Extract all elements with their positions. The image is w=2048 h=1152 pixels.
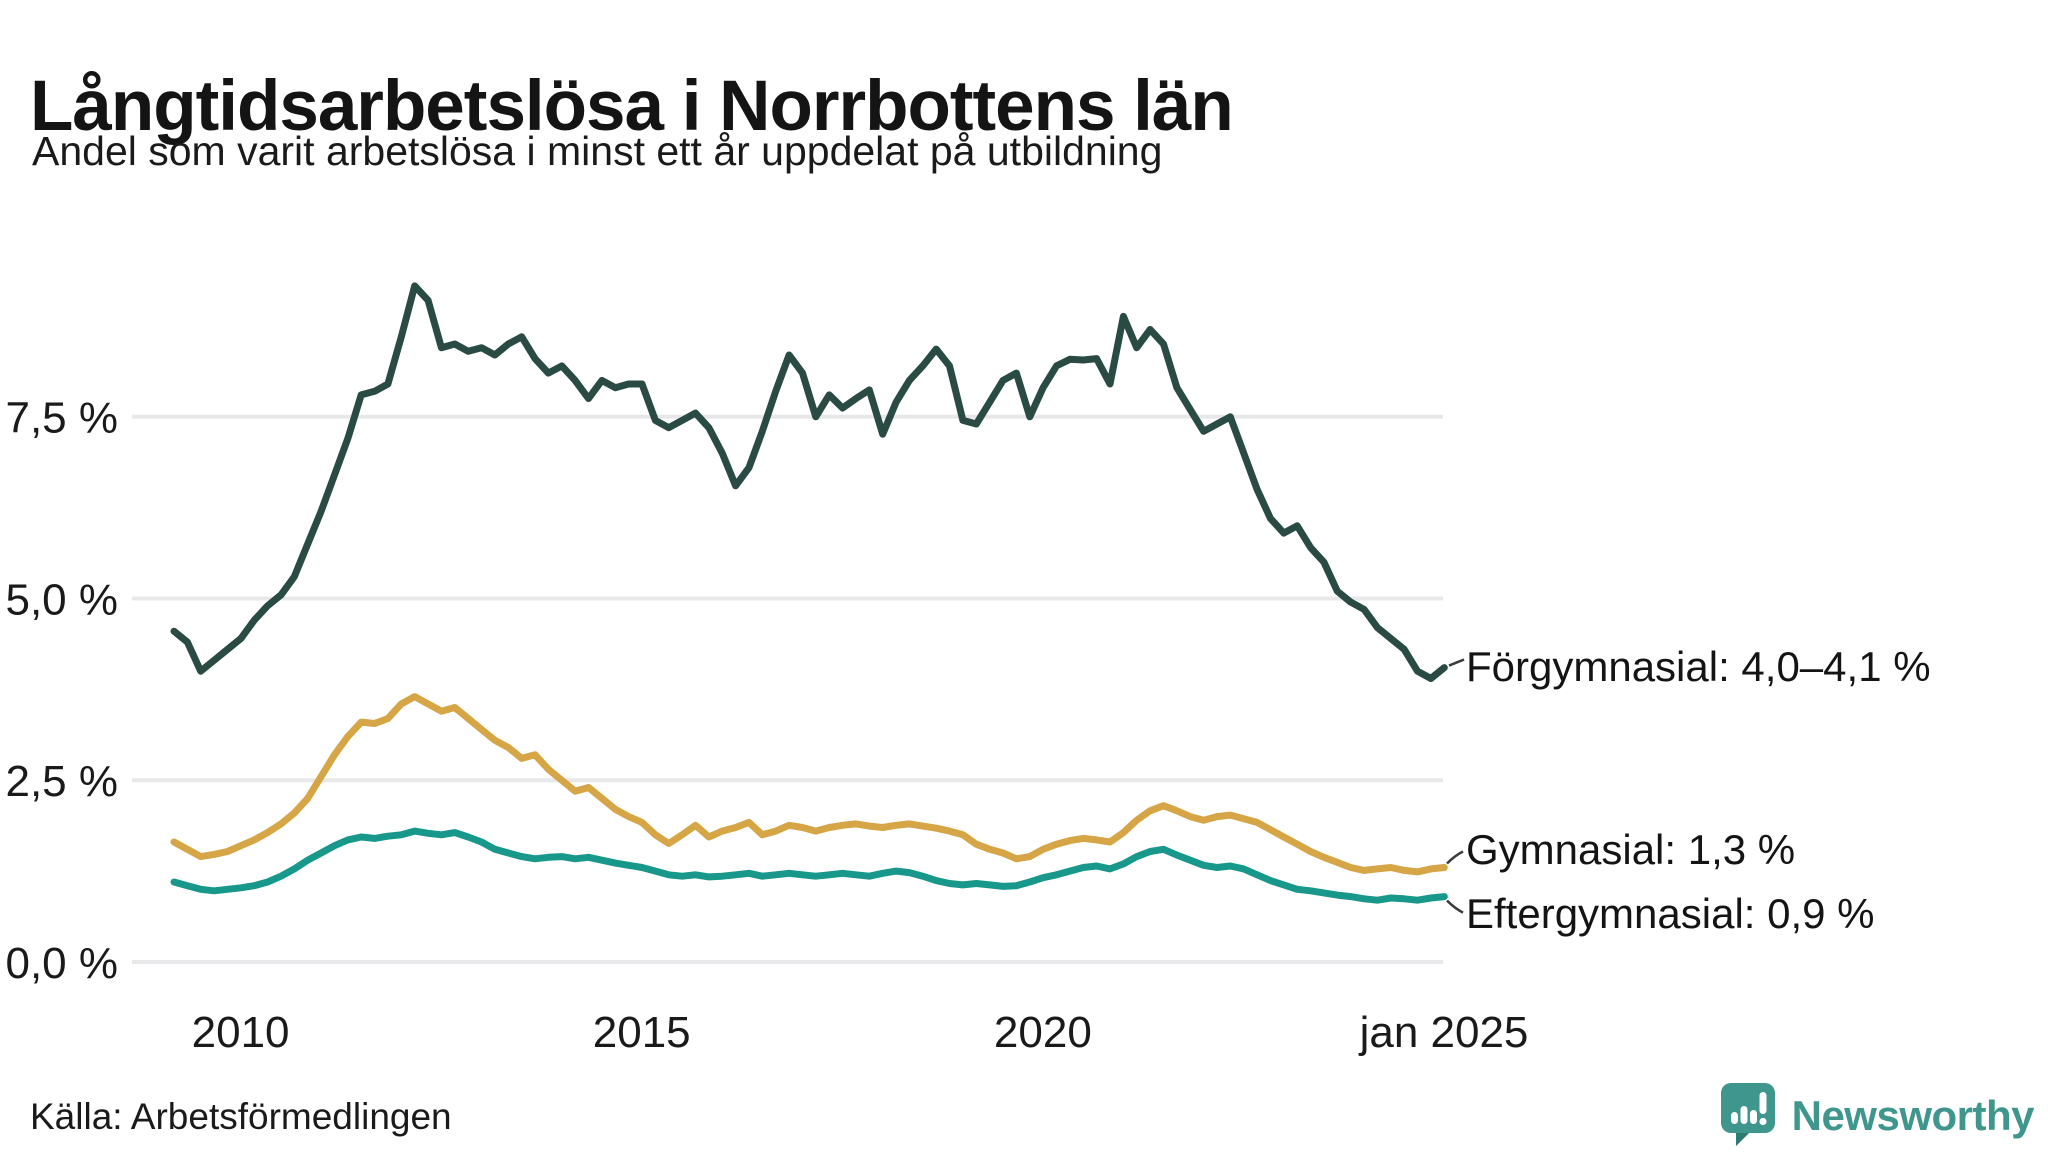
series-annotation-eftergymnasial: Eftergymnasial: 0,9 %	[1466, 890, 1875, 937]
y-tick-label: 0,0 %	[5, 939, 118, 988]
x-tick-label: jan 2025	[1358, 1008, 1529, 1057]
series-line-förgymnasial	[170, 282, 1448, 682]
newsworthy-branding[interactable]: Newsworthy	[1718, 1080, 2035, 1151]
newsworthy-wordmark: Newsworthy	[1791, 1091, 2035, 1139]
series-annotation-forgymnasial: Förgymnasial: 4,0–4,1 %	[1466, 643, 1931, 690]
series-line-eftergymnasial	[170, 827, 1448, 904]
source-note: Källa: Arbetsförmedlingen	[30, 1096, 452, 1137]
annotation-connector	[1446, 850, 1464, 865]
series-line-gymnasial	[170, 693, 1448, 876]
chart-subtitle: Andel som varit arbetslösa i minst ett å…	[32, 128, 1163, 174]
newsworthy-logo-icon	[1718, 1080, 1778, 1151]
y-tick-label: 7,5 %	[5, 394, 118, 443]
page-title: Långtidsarbetslösa i Norrbottens län	[30, 66, 1234, 146]
y-tick-label: 2,5 %	[5, 757, 118, 806]
x-tick-label: 2010	[192, 1008, 290, 1057]
annotation-connector	[1448, 658, 1465, 667]
x-tick-label: 2020	[994, 1008, 1092, 1057]
annotation-connector	[1446, 899, 1464, 914]
series-annotation-gymnasial: Gymnasial: 1,3 %	[1466, 826, 1796, 873]
y-tick-label: 5,0 %	[5, 575, 118, 624]
x-tick-label: 2015	[593, 1008, 691, 1057]
